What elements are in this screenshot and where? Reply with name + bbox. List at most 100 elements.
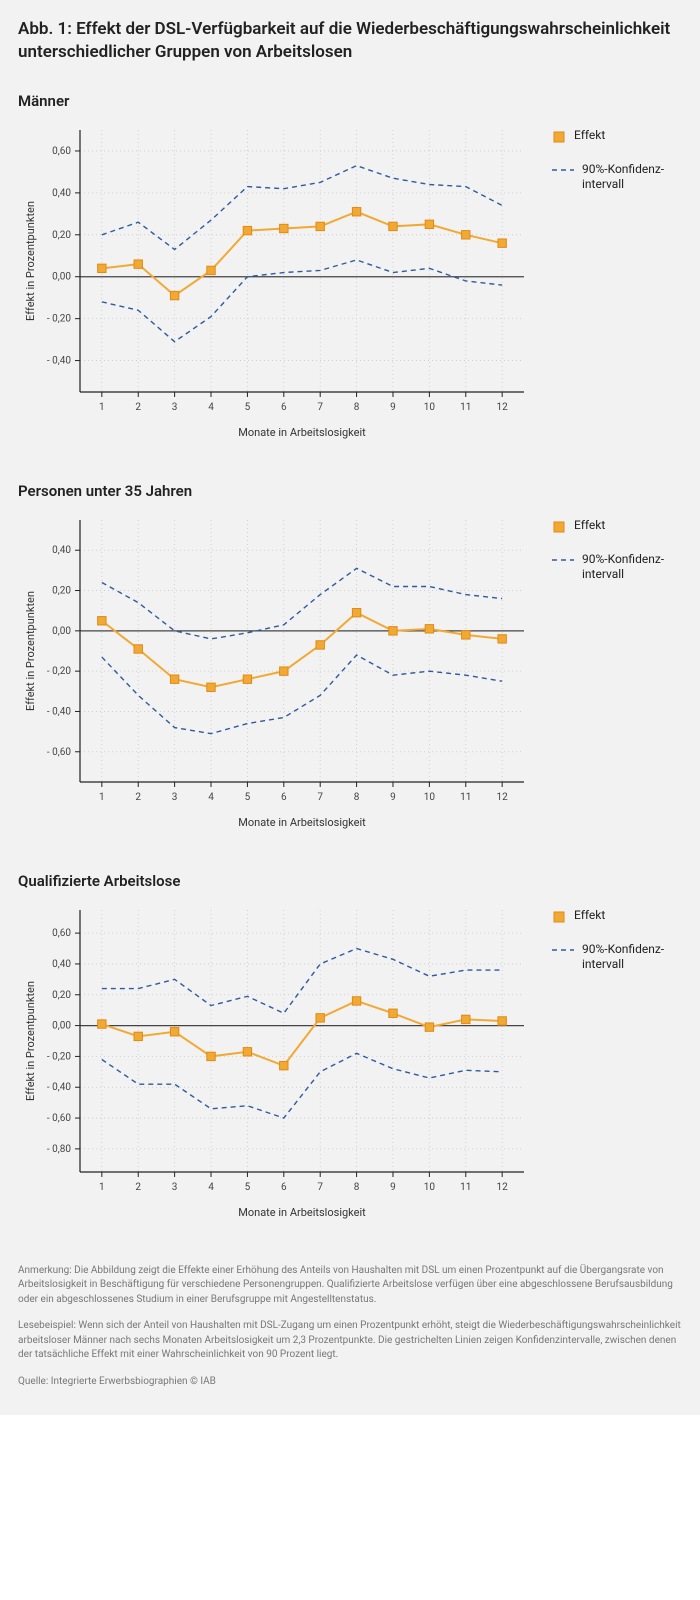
y-tick-label: - 0,20 bbox=[47, 314, 71, 325]
y-tick-label: 0,60 bbox=[52, 928, 71, 939]
legend-effect-label: Effekt bbox=[574, 128, 682, 143]
effect-marker bbox=[170, 675, 178, 683]
legend-row-effect: Effekt bbox=[552, 908, 682, 928]
y-tick-label: - 0,20 bbox=[47, 1051, 71, 1062]
panel-body: - 0,40- 0,200,000,200,400,60123456789101… bbox=[18, 120, 682, 454]
effect-line bbox=[102, 1001, 502, 1066]
legend-row-ci: 90%-Konfidenz­intervall bbox=[552, 162, 682, 192]
legend-ci-label: 90%-Konfidenz­intervall bbox=[582, 552, 682, 582]
effect-line bbox=[102, 613, 502, 688]
y-axis-label: Effekt in Prozentpunkten bbox=[24, 981, 37, 1101]
x-tick-label: 4 bbox=[208, 792, 214, 803]
x-tick-label: 5 bbox=[245, 792, 251, 803]
ci-line-icon bbox=[552, 164, 574, 179]
y-tick-label: - 0,60 bbox=[47, 747, 71, 758]
panel-unter35: Personen unter 35 Jahren- 0,60- 0,40- 0,… bbox=[18, 482, 682, 844]
y-tick-label: 0,00 bbox=[52, 272, 71, 283]
effect-marker bbox=[498, 1017, 506, 1025]
effect-marker bbox=[425, 1023, 433, 1031]
effect-marker bbox=[134, 260, 142, 268]
ci-lower-line bbox=[102, 655, 502, 734]
effect-marker bbox=[389, 627, 397, 635]
plot-wrap: - 0,80- 0,60- 0,40- 0,200,000,200,400,60… bbox=[18, 900, 538, 1234]
effect-marker bbox=[462, 1015, 470, 1023]
ci-line-icon bbox=[552, 944, 574, 959]
effect-marker bbox=[352, 997, 360, 1005]
x-tick-label: 4 bbox=[208, 1182, 214, 1193]
effect-marker bbox=[389, 222, 397, 230]
panel-title: Qualifizierte Arbeitslose bbox=[18, 872, 682, 890]
legend-row-effect: Effekt bbox=[552, 128, 682, 148]
x-tick-label: 5 bbox=[245, 402, 251, 413]
chart-qualifiziert: - 0,80- 0,60- 0,40- 0,200,000,200,400,60… bbox=[18, 900, 538, 1230]
panel-qualifiziert: Qualifizierte Arbeitslose- 0,80- 0,60- 0… bbox=[18, 872, 682, 1234]
x-tick-label: 9 bbox=[390, 1182, 396, 1193]
x-tick-label: 1 bbox=[99, 792, 105, 803]
effect-marker bbox=[134, 1032, 142, 1040]
y-tick-label: 0,20 bbox=[52, 990, 71, 1001]
y-tick-label: 0,00 bbox=[52, 626, 71, 637]
figure-container: Abb. 1: Effekt der DSL-Verfügbarkeit auf… bbox=[0, 0, 700, 1415]
effect-marker bbox=[134, 645, 142, 653]
ci-lower-line bbox=[102, 260, 502, 342]
effect-marker bbox=[207, 683, 215, 691]
y-tick-label: 0,40 bbox=[52, 188, 71, 199]
effect-marker-icon bbox=[552, 130, 566, 148]
y-tick-label: 0,00 bbox=[52, 1020, 71, 1031]
x-tick-label: 8 bbox=[354, 402, 360, 413]
legend-ci-label: 90%-Konfidenz­intervall bbox=[582, 942, 682, 972]
effect-marker bbox=[462, 230, 470, 238]
effect-marker bbox=[170, 1027, 178, 1035]
effect-marker bbox=[243, 675, 251, 683]
y-tick-label: - 0,40 bbox=[47, 1082, 71, 1093]
effect-marker-icon bbox=[552, 520, 566, 538]
x-tick-label: 11 bbox=[460, 402, 471, 413]
effect-marker bbox=[170, 291, 178, 299]
x-tick-label: 10 bbox=[424, 1182, 436, 1193]
x-tick-label: 1 bbox=[99, 1182, 105, 1193]
y-tick-label: - 0,40 bbox=[47, 706, 71, 717]
effect-marker bbox=[243, 226, 251, 234]
x-tick-label: 12 bbox=[497, 402, 509, 413]
y-tick-label: - 0,60 bbox=[47, 1113, 71, 1124]
ci-upper-line bbox=[102, 568, 502, 639]
footnote-anmerkung: Anmerkung: Die Abbildung zeigt die Effek… bbox=[18, 1264, 682, 1308]
ci-lower-line bbox=[102, 1053, 502, 1118]
effect-marker bbox=[98, 616, 106, 624]
x-tick-label: 9 bbox=[390, 402, 396, 413]
effect-marker-icon bbox=[552, 910, 566, 928]
legend-row-ci: 90%-Konfidenz­intervall bbox=[552, 552, 682, 582]
effect-marker bbox=[352, 207, 360, 215]
y-axis-label: Effekt in Prozentpunkten bbox=[24, 201, 37, 321]
effect-marker bbox=[98, 1020, 106, 1028]
effect-marker bbox=[425, 220, 433, 228]
effect-marker bbox=[243, 1047, 251, 1055]
panel-maenner: Männer- 0,40- 0,200,000,200,400,60123456… bbox=[18, 92, 682, 454]
footnotes: Anmerkung: Die Abbildung zeigt die Effek… bbox=[18, 1264, 682, 1390]
y-tick-label: - 0,20 bbox=[47, 666, 71, 677]
chart-unter35: - 0,60- 0,40- 0,200,000,200,401234567891… bbox=[18, 510, 538, 840]
panel-title: Männer bbox=[18, 92, 682, 110]
footnote-lesebeispiel: Lesebeispiel: Wenn sich der Anteil von H… bbox=[18, 1319, 682, 1363]
effect-marker bbox=[462, 631, 470, 639]
effect-marker bbox=[389, 1009, 397, 1017]
x-tick-label: 8 bbox=[354, 1182, 360, 1193]
legend-row-effect: Effekt bbox=[552, 518, 682, 538]
effect-marker bbox=[280, 1061, 288, 1069]
effect-marker bbox=[98, 264, 106, 272]
legend: Effekt 90%-Konfidenz­intervall bbox=[538, 900, 682, 986]
effect-marker bbox=[207, 266, 215, 274]
x-tick-label: 11 bbox=[460, 1182, 471, 1193]
legend-effect-label: Effekt bbox=[574, 908, 682, 923]
x-tick-label: 4 bbox=[208, 402, 214, 413]
chart-maenner: - 0,40- 0,200,000,200,400,60123456789101… bbox=[18, 120, 538, 450]
legend: Effekt 90%-Konfidenz­intervall bbox=[538, 510, 682, 596]
x-tick-label: 7 bbox=[317, 1182, 323, 1193]
x-tick-label: 7 bbox=[317, 792, 323, 803]
y-tick-label: 0,20 bbox=[52, 230, 71, 241]
legend-row-ci: 90%-Konfidenz­intervall bbox=[552, 942, 682, 972]
panel-body: - 0,60- 0,40- 0,200,000,200,401234567891… bbox=[18, 510, 682, 844]
panels-host: Männer- 0,40- 0,200,000,200,400,60123456… bbox=[18, 92, 682, 1234]
effect-marker bbox=[425, 625, 433, 633]
x-tick-label: 3 bbox=[172, 1182, 178, 1193]
